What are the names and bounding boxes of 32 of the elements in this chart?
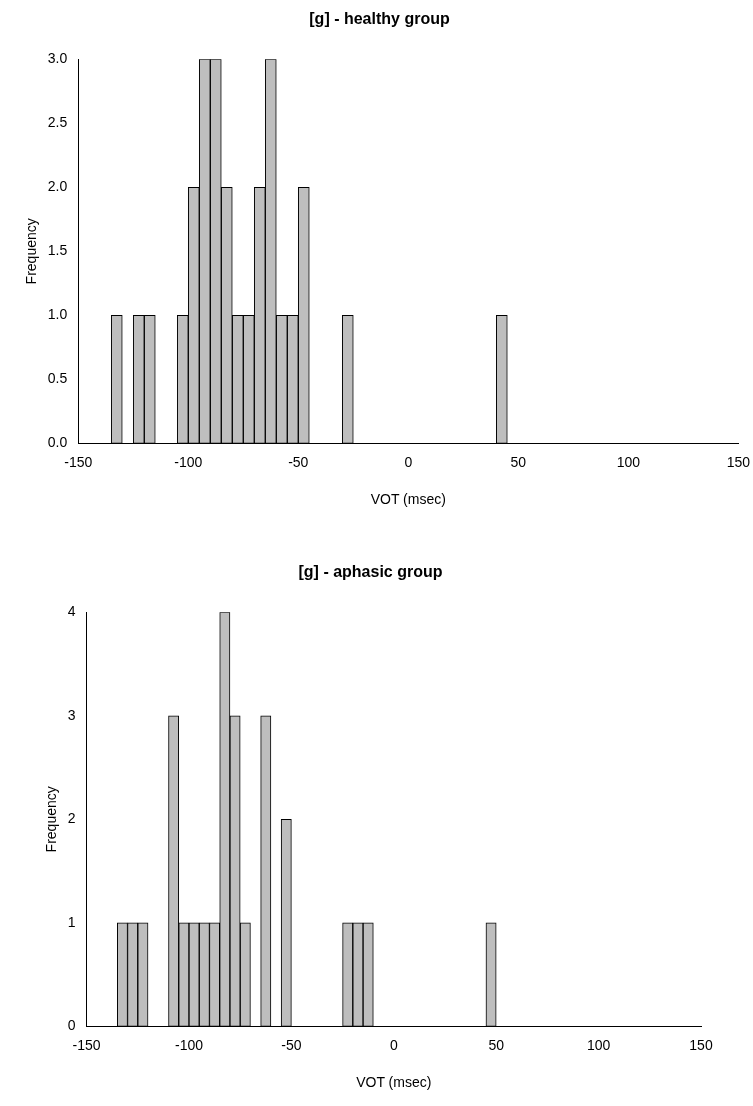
x-tick-label: -150 <box>72 1036 101 1053</box>
x-tick-label: -50 <box>281 1036 302 1053</box>
y-tick-label: 2 <box>67 810 76 827</box>
x-tick-label: -100 <box>174 1036 204 1053</box>
x-tick-label: 0 <box>389 1036 398 1053</box>
chart-title: [g] - aphasic group <box>298 563 443 581</box>
y-tick-label: 2.5 <box>47 114 68 131</box>
y-tick-label: 0 <box>67 1017 76 1034</box>
x-tick-label: -50 <box>288 453 309 470</box>
x-tick-label: 100 <box>616 453 641 470</box>
y-tick-label: 1.0 <box>47 306 68 323</box>
y-tick-label: 4 <box>67 603 76 620</box>
y-tick-label: 3.0 <box>47 50 68 67</box>
y-tick-label: 2.0 <box>47 178 68 195</box>
x-tick-label: -100 <box>174 453 203 470</box>
x-tick-label: -150 <box>64 453 93 470</box>
y-tick-label: 0.5 <box>47 370 68 387</box>
x-tick-label: 100 <box>586 1036 611 1053</box>
y-axis-title: Frequency <box>43 786 60 853</box>
x-tick-label: 150 <box>689 1036 713 1053</box>
y-tick-label: 1.5 <box>47 242 68 259</box>
x-axis-title: VOT (msec) <box>356 1074 432 1091</box>
chart-title: [g] - healthy group <box>309 10 450 28</box>
x-tick-label: 50 <box>488 1036 505 1053</box>
x-tick-label: 0 <box>404 453 413 470</box>
y-tick-label: 3 <box>67 706 76 723</box>
y-tick-label: 0.0 <box>47 434 68 451</box>
y-axis-title: Frequency <box>23 218 40 285</box>
x-tick-label: 150 <box>726 453 751 470</box>
y-tick-label: 1 <box>67 913 76 930</box>
x-axis-title: VOT (msec) <box>370 491 446 508</box>
x-tick-label: 50 <box>510 453 527 470</box>
